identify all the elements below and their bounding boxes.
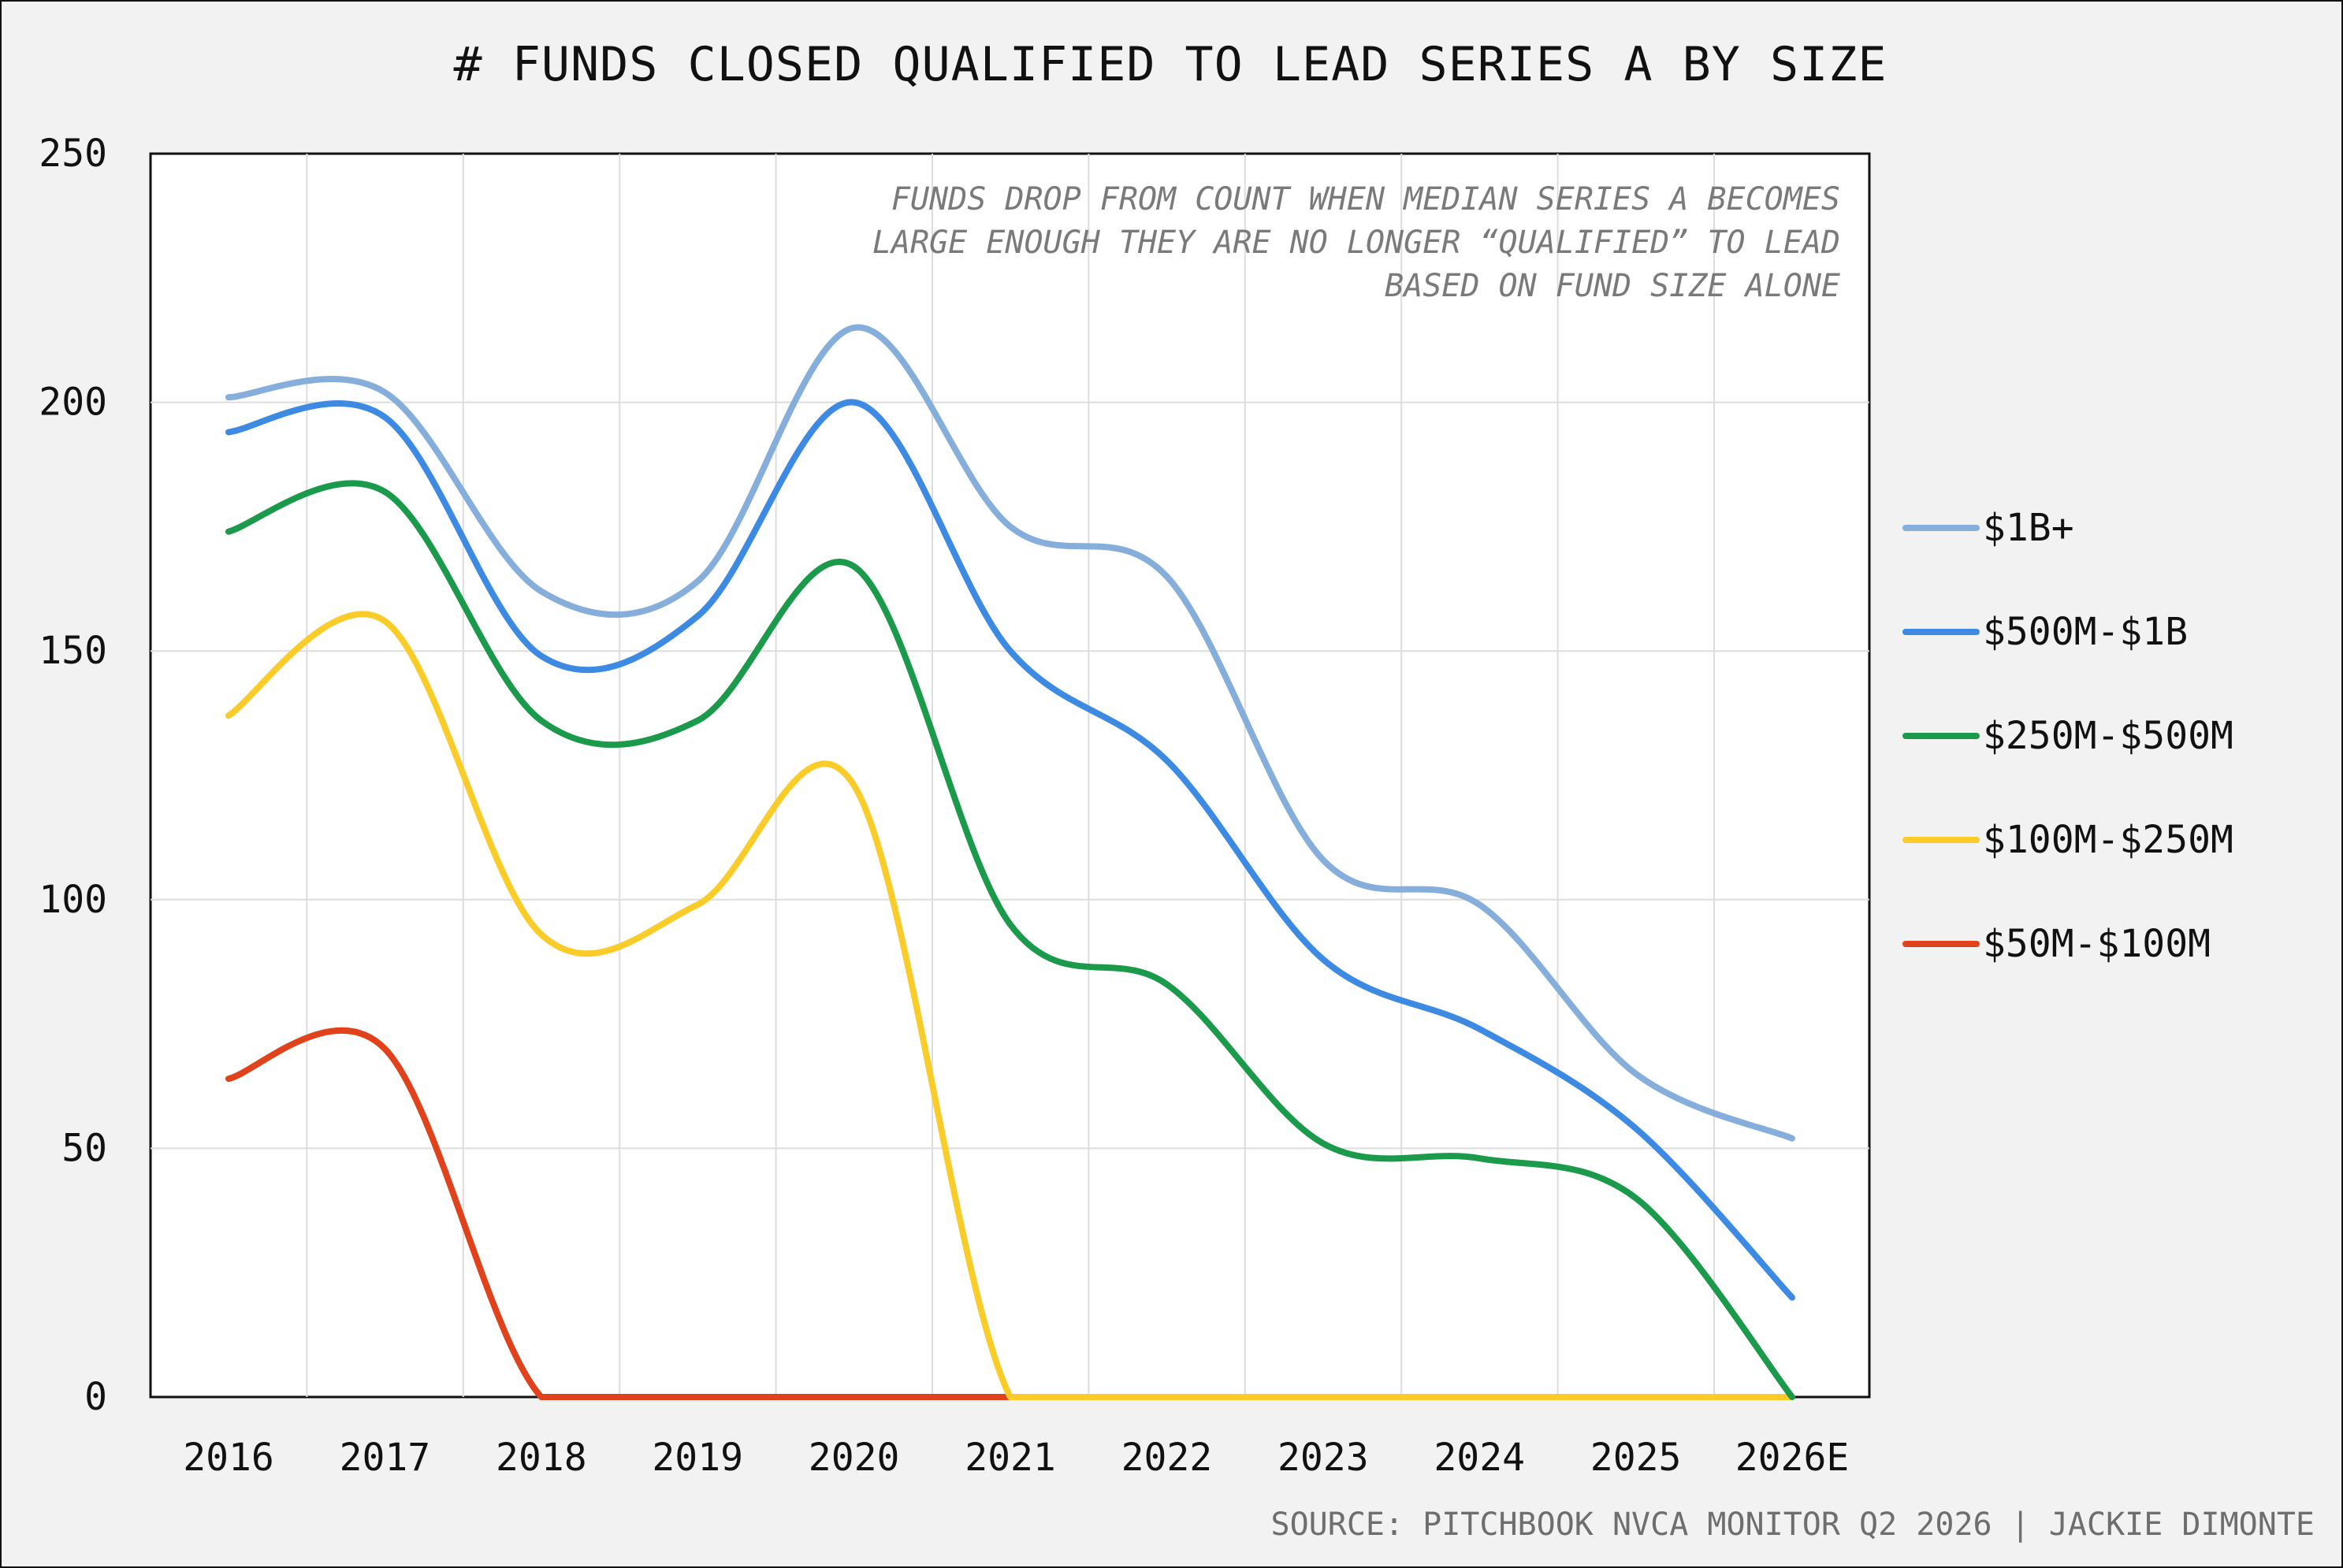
y-tick-label: 0 xyxy=(84,1375,107,1419)
x-axis-ticks: 2016 2017 2018 2019 2020 2021 2022 2023 2024 2025… xyxy=(183,1436,1849,1480)
x-tick-label: 2024 xyxy=(1434,1436,1525,1480)
x-tick-label: 2026E xyxy=(1735,1436,1850,1480)
plot-area xyxy=(149,152,1871,1399)
source-note: SOURCE: PITCHBOOK NVCA MONITOR Q2 2026 |… xyxy=(1270,1507,2315,1543)
legend: $1B+ $500M-$1B $250M-$500M $100M-$250M $50M-… xyxy=(1902,506,2233,966)
x-tick-label: 2018 xyxy=(496,1436,587,1480)
y-tick-label: 200 xyxy=(39,381,107,425)
x-tick-label: 2025 xyxy=(1590,1436,1682,1480)
x-tick-label: 2016 xyxy=(183,1436,274,1480)
legend-label: $1B+ xyxy=(1983,506,2074,550)
legend-label: $250M-$500M xyxy=(1983,714,2233,758)
series-line-250m-500m xyxy=(225,480,1795,1400)
series-line-50m-100m xyxy=(225,1027,1170,1401)
series-line-1b xyxy=(225,324,1795,1142)
chart-annotation: FUNDS DROP FROM COUNT WHEN MEDIAN SERIES… xyxy=(872,181,1840,304)
y-tick-label: 50 xyxy=(61,1126,107,1170)
annotation-line-3: BASED ON FUND SIZE ALONE xyxy=(1385,268,1840,304)
legend-label: $50M-$100M xyxy=(1983,922,2211,966)
chart-title: # FUNDS CLOSED QUALIFIED TO LEAD SERIES … xyxy=(453,37,1887,92)
x-tick-label: 2020 xyxy=(809,1436,900,1480)
y-tick-label: 150 xyxy=(39,629,107,673)
annotation-line-2: LARGE ENOUGH THEY ARE NO LONGER “QUALIFI… xyxy=(872,225,1840,261)
x-tick-label: 2021 xyxy=(965,1436,1056,1480)
legend-label: $100M-$250M xyxy=(1983,818,2233,862)
annotation-line-1: FUNDS DROP FROM COUNT WHEN MEDIAN SERIES… xyxy=(891,181,1840,217)
x-tick-label: 2022 xyxy=(1121,1436,1213,1480)
series-line-100m-250m xyxy=(225,611,1795,1401)
gridlines xyxy=(151,154,1869,1397)
x-tick-label: 2017 xyxy=(340,1436,431,1480)
series-line-500m-1b xyxy=(225,399,1795,1301)
y-tick-label: 100 xyxy=(39,878,107,922)
x-tick-label: 2019 xyxy=(652,1436,743,1480)
x-tick-label: 2023 xyxy=(1277,1436,1369,1480)
series-lines xyxy=(225,324,1795,1401)
y-tick-label: 250 xyxy=(39,132,107,176)
legend-label: $500M-$1B xyxy=(1983,610,2188,654)
y-axis-ticks: 0 50 100 150 200 250 xyxy=(39,132,107,1419)
